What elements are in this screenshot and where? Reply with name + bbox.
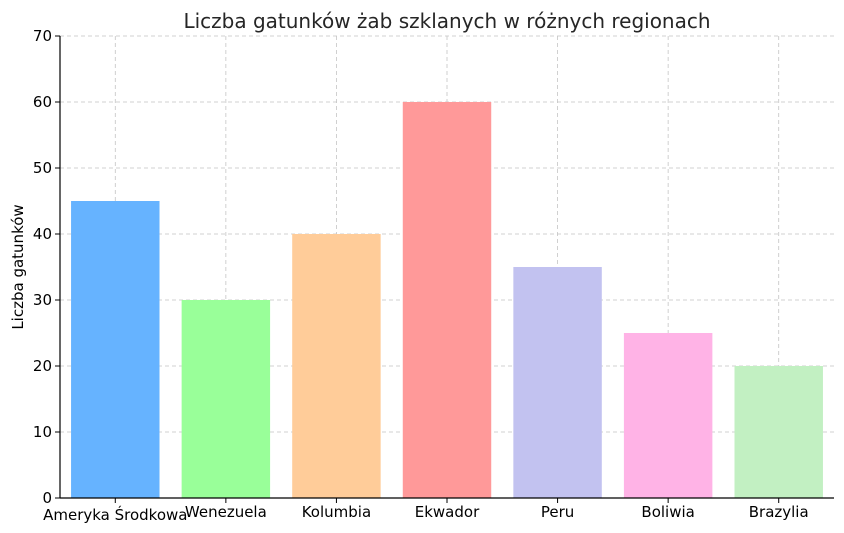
bar — [292, 234, 381, 498]
x-tick-label: Peru — [541, 503, 574, 521]
axes — [55, 35, 834, 503]
y-tick-label: 30 — [33, 291, 52, 309]
bars — [71, 102, 823, 498]
bar — [513, 267, 602, 498]
y-axis-label: Liczba gatunków — [9, 204, 27, 329]
x-tick-label: Kolumbia — [302, 503, 371, 521]
y-tick-label: 60 — [33, 93, 52, 111]
y-tick-label: 70 — [33, 27, 52, 45]
y-tick-label: 20 — [33, 357, 52, 375]
bar — [623, 333, 713, 498]
tick-labels: 0 10 20 30 40 50 60 70 Ameryka ŚrodkowaWenezuela… — [33, 27, 809, 524]
bar — [71, 201, 160, 498]
y-tick-label: 40 — [33, 225, 52, 243]
x-tick-label: Wenezuela — [185, 503, 267, 521]
bar — [402, 102, 492, 498]
x-tick-label: Ameryka Środkowa — [43, 505, 187, 524]
chart-title: Liczba gatunków żab szklanych w różnych … — [183, 9, 710, 33]
y-tick-label: 10 — [33, 423, 52, 441]
bar — [734, 366, 823, 498]
y-tick-label: 50 — [33, 159, 52, 177]
y-tick-label: 0 — [42, 489, 52, 507]
bar — [181, 300, 271, 498]
x-tick-label: Ekwador — [415, 503, 480, 521]
x-tick-label: Boliwia — [641, 503, 694, 521]
x-tick-label: Brazylia — [749, 503, 809, 521]
